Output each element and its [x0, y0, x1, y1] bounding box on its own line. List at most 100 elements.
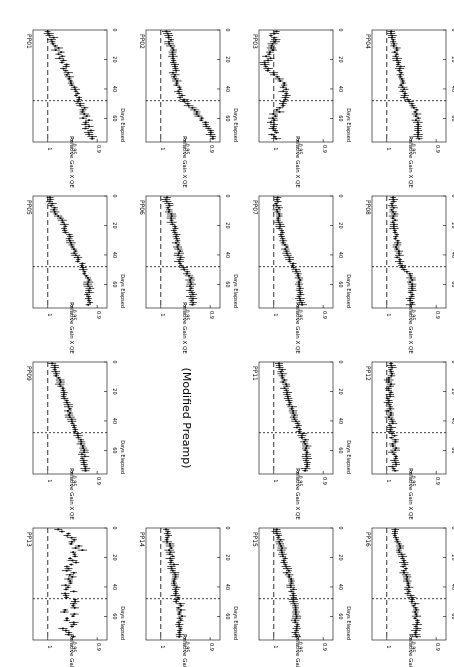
- data-point: [388, 424, 391, 427]
- data-point: [282, 559, 285, 562]
- data-point: [65, 594, 67, 597]
- data-point: [398, 69, 401, 72]
- data-point: [51, 40, 54, 43]
- data-point: [388, 393, 391, 396]
- data-point: [62, 395, 65, 398]
- data-point: [294, 613, 297, 615]
- data-point: [272, 71, 275, 74]
- y-axis-label: Relative Gain X QE: [294, 302, 300, 354]
- data-point: [179, 602, 182, 605]
- data-point: [390, 30, 393, 33]
- y-tick-label: 0.95: [183, 641, 189, 652]
- data-point: [278, 215, 281, 217]
- data-point: [279, 370, 282, 373]
- data-point: [392, 227, 395, 230]
- data-point: [409, 299, 412, 302]
- data-point: [286, 391, 289, 394]
- data-point: [73, 86, 76, 89]
- data-point: [283, 84, 286, 87]
- x-tick-label: 20: [111, 554, 117, 560]
- data-point: [179, 96, 181, 99]
- data-point: [48, 200, 51, 203]
- panel-title: PP07: [251, 200, 258, 215]
- data-point: [81, 457, 84, 460]
- data-point: [83, 455, 86, 458]
- data-point: [67, 586, 69, 589]
- data-point: [296, 625, 298, 628]
- data-point: [306, 463, 308, 466]
- x-tick-label: 0: [111, 28, 117, 31]
- data-point: [169, 545, 172, 547]
- data-point: [391, 420, 394, 423]
- data-point: [79, 102, 81, 105]
- data-point: [73, 252, 76, 255]
- y-tick-label: 0.95: [183, 309, 189, 320]
- data-point: [411, 279, 414, 281]
- data-point: [415, 613, 418, 615]
- data-point: [174, 67, 177, 70]
- data-point: [411, 104, 414, 107]
- panel-title: PP11: [251, 366, 258, 381]
- data-point: [392, 215, 395, 217]
- data-point: [288, 256, 291, 259]
- data-point: [167, 40, 170, 43]
- data-point: [398, 67, 401, 70]
- y-tick-label: 1: [46, 645, 52, 648]
- panel-title: PP05: [25, 200, 32, 215]
- data-point: [416, 619, 419, 622]
- data-point: [280, 549, 283, 552]
- data-point: [264, 65, 267, 68]
- data-point: [392, 467, 395, 470]
- data-point: [288, 258, 291, 261]
- data-point: [416, 135, 419, 138]
- data-point: [83, 113, 86, 115]
- data-point: [68, 78, 71, 80]
- x-tick-label: 40: [337, 584, 343, 590]
- data-point: [70, 418, 73, 421]
- data-point: [174, 592, 177, 595]
- y-tick-label: 1: [46, 313, 52, 316]
- data-point: [273, 119, 276, 122]
- x-axis-label: Days Elapsed: [119, 440, 125, 474]
- data-point: [53, 206, 56, 209]
- data-point: [68, 631, 70, 634]
- data-point: [406, 98, 409, 101]
- x-axis-label: Days Elapsed: [119, 108, 125, 142]
- x-tick-label: 40: [224, 584, 230, 590]
- data-point: [405, 270, 408, 273]
- data-point: [408, 100, 411, 103]
- data-point: [84, 123, 87, 126]
- data-point: [82, 266, 84, 269]
- data-point: [304, 449, 307, 452]
- data-point: [65, 65, 68, 68]
- data-point: [192, 293, 194, 296]
- data-point: [392, 217, 394, 220]
- data-point: [393, 229, 396, 232]
- data-point: [288, 403, 291, 406]
- x-tick-label: 40: [224, 252, 230, 258]
- x-axis-label: Days Elapsed: [232, 274, 238, 308]
- data-point: [87, 295, 90, 298]
- data-point: [415, 108, 418, 111]
- x-tick-label: 20: [450, 56, 454, 62]
- data-point: [278, 206, 280, 209]
- y-tick-label: 1: [272, 479, 278, 482]
- data-point: [179, 609, 182, 611]
- y-tick-label: 1: [385, 645, 391, 648]
- data-point: [48, 34, 51, 37]
- data-point: [390, 208, 393, 211]
- data-point: [177, 254, 180, 257]
- data-point: [190, 291, 193, 294]
- data-point: [69, 235, 72, 238]
- data-point: [175, 241, 177, 244]
- data-point: [394, 55, 397, 58]
- x-tick-label: 60: [224, 613, 230, 619]
- data-point: [166, 196, 168, 199]
- data-point: [402, 565, 405, 568]
- data-point: [296, 422, 299, 425]
- data-point: [409, 281, 411, 283]
- data-point: [276, 204, 278, 207]
- data-point: [83, 449, 86, 452]
- data-points: [54, 528, 88, 638]
